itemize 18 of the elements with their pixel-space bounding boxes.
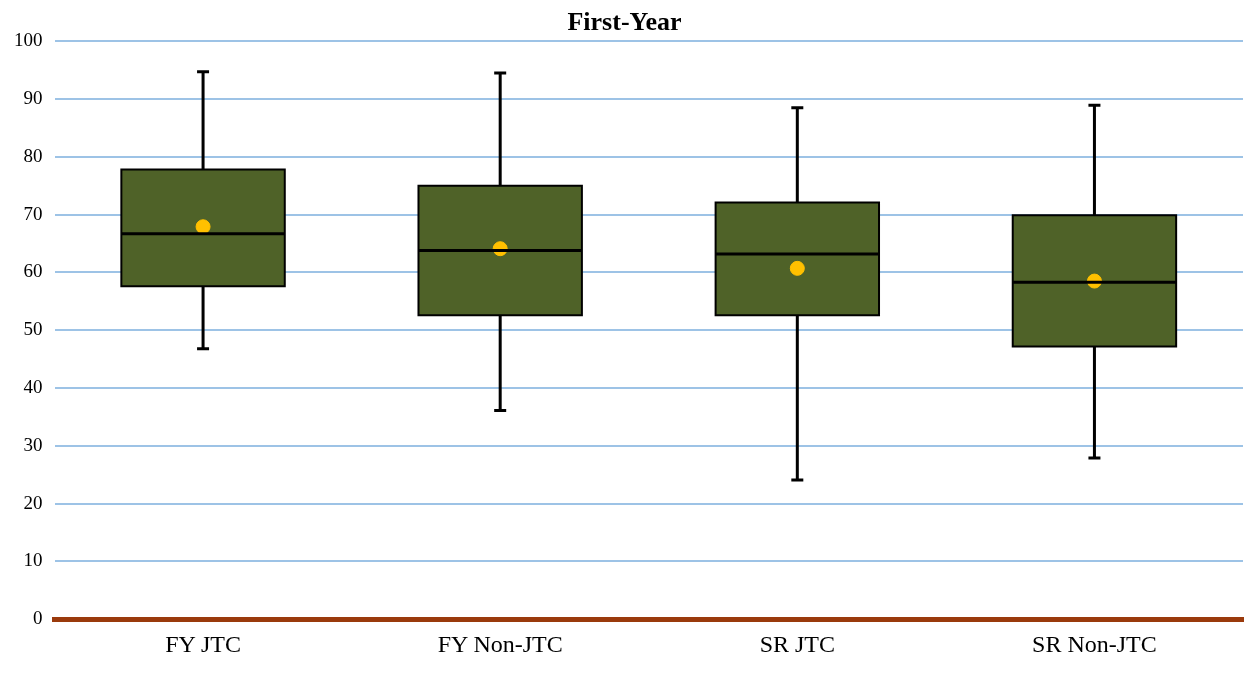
y-tick-label: 70 xyxy=(23,202,43,224)
point xyxy=(789,260,805,276)
y-tick-label: 10 xyxy=(23,549,43,571)
y-tick-label: 80 xyxy=(23,144,43,166)
x-tick-label: SR Non-JTC xyxy=(1032,630,1157,657)
y-tick-label: 40 xyxy=(23,375,43,397)
y-tick-label: 100 xyxy=(14,29,43,51)
x-tick-label: SR JTC xyxy=(759,630,835,657)
y-tick-label: 90 xyxy=(23,86,43,108)
y-tick-label: 50 xyxy=(23,318,43,340)
x-tick-label: FY Non-JTC xyxy=(437,630,563,657)
x-tick-label: FY JTC xyxy=(165,630,241,657)
point xyxy=(195,219,211,235)
y-tick-label: 30 xyxy=(23,433,43,455)
chart-title: First-Year xyxy=(567,7,682,37)
y-tick-label: 60 xyxy=(23,260,43,282)
y-tick-label: 0 xyxy=(33,607,43,629)
y-tick-label: 20 xyxy=(23,491,43,513)
